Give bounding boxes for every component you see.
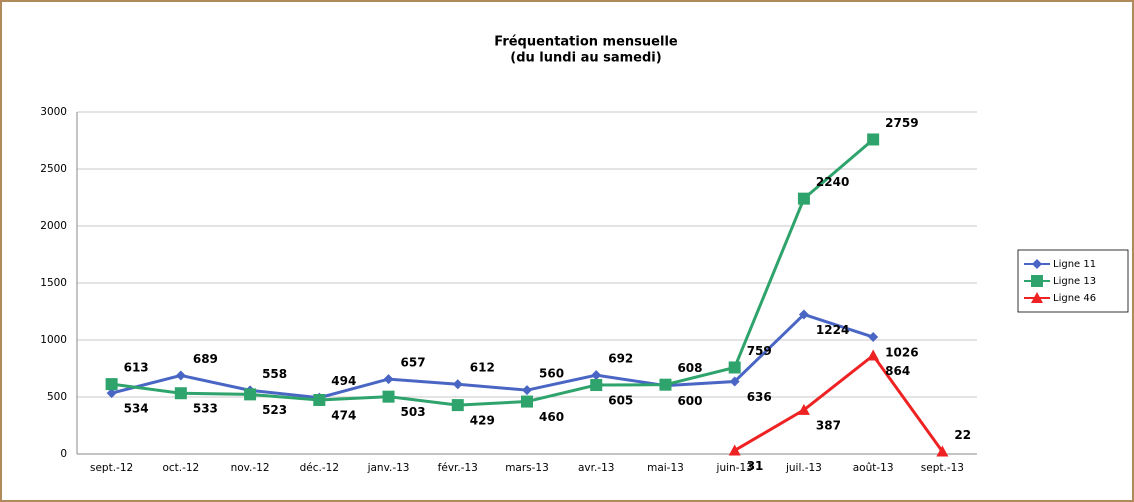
data-label: 533 [193, 402, 218, 416]
data-label: 608 [677, 361, 702, 375]
series-line [111, 312, 874, 400]
point [522, 385, 532, 396]
data-label: 494 [331, 374, 356, 388]
data-label: 692 [608, 352, 633, 366]
chart-title: Fréquentation mensuelle [494, 35, 678, 50]
data-label: 612 [470, 361, 495, 375]
point [106, 388, 117, 399]
x-tick-label: janv.-13 [367, 462, 410, 474]
x-tick-label: sept.-12 [90, 462, 133, 474]
point [105, 378, 118, 391]
point [382, 390, 395, 403]
data-label: 657 [401, 356, 426, 370]
x-tick-label: août-13 [853, 462, 894, 474]
x-tick-label: déc.-12 [300, 462, 339, 474]
data-label: 523 [262, 403, 287, 417]
legend-label: Ligne 46 [1053, 293, 1096, 304]
data-label: 503 [401, 405, 426, 419]
point [521, 395, 533, 408]
data-label: 605 [608, 394, 633, 408]
data-label: 558 [262, 367, 287, 381]
data-label: 636 [747, 390, 772, 404]
x-tick-label: févr.-13 [438, 462, 478, 474]
y-tick-label: 1500 [40, 277, 67, 289]
point [1031, 275, 1043, 287]
point [798, 309, 809, 320]
data-label: 1026 [885, 346, 918, 360]
point [174, 387, 187, 400]
point [936, 445, 949, 457]
data-label: 2240 [816, 175, 849, 189]
data-label: 1224 [816, 323, 849, 337]
y-tick-label: 2000 [40, 220, 67, 232]
y-tick-label: 2500 [40, 163, 67, 175]
point [867, 349, 880, 361]
point [729, 376, 740, 387]
point [797, 403, 810, 415]
data-label: 864 [885, 364, 910, 378]
point [590, 379, 603, 392]
x-tick-label: mai-13 [647, 462, 684, 474]
data-label: 560 [539, 367, 564, 381]
data-label: 600 [677, 394, 702, 408]
point [452, 379, 463, 390]
y-tick-label: 3000 [40, 106, 67, 118]
point [867, 133, 880, 146]
legend-label: Ligne 13 [1053, 276, 1096, 287]
data-label: 2759 [885, 116, 918, 130]
data-label: 31 [747, 459, 764, 473]
legend-label: Ligne 11 [1053, 259, 1096, 270]
series-line [111, 138, 875, 407]
point [1031, 292, 1043, 303]
data-label: 22 [954, 428, 971, 442]
x-tick-label: sept.-13 [921, 462, 964, 474]
point [728, 361, 741, 374]
point [591, 370, 602, 381]
data-label: 474 [331, 408, 356, 422]
series-line [733, 353, 944, 453]
data-label: 534 [124, 402, 149, 416]
x-tick-label: juil.-13 [785, 462, 822, 474]
point [175, 370, 186, 381]
y-tick-label: 0 [60, 448, 67, 460]
chart-subtitle: (du lundi au samedi) [510, 51, 661, 66]
point [1032, 259, 1042, 269]
x-tick-label: avr.-13 [578, 462, 615, 474]
y-tick-label: 1000 [40, 334, 67, 346]
x-tick-label: oct.-12 [162, 462, 199, 474]
point [313, 393, 326, 406]
data-label: 460 [539, 410, 564, 424]
x-tick-label: juin-13 [716, 462, 753, 474]
point [797, 192, 810, 205]
data-label: 387 [816, 418, 841, 432]
data-label: 759 [747, 344, 772, 358]
x-tick-label: nov.-12 [231, 462, 270, 474]
data-label: 689 [193, 352, 218, 366]
y-tick-label: 500 [47, 391, 67, 403]
x-tick-label: mars-13 [505, 462, 549, 474]
point [451, 399, 464, 412]
point [728, 444, 741, 456]
point [244, 388, 257, 401]
point [868, 332, 879, 343]
data-label: 613 [124, 361, 149, 375]
point [383, 374, 394, 385]
point [659, 378, 672, 391]
data-label: 429 [470, 414, 495, 428]
